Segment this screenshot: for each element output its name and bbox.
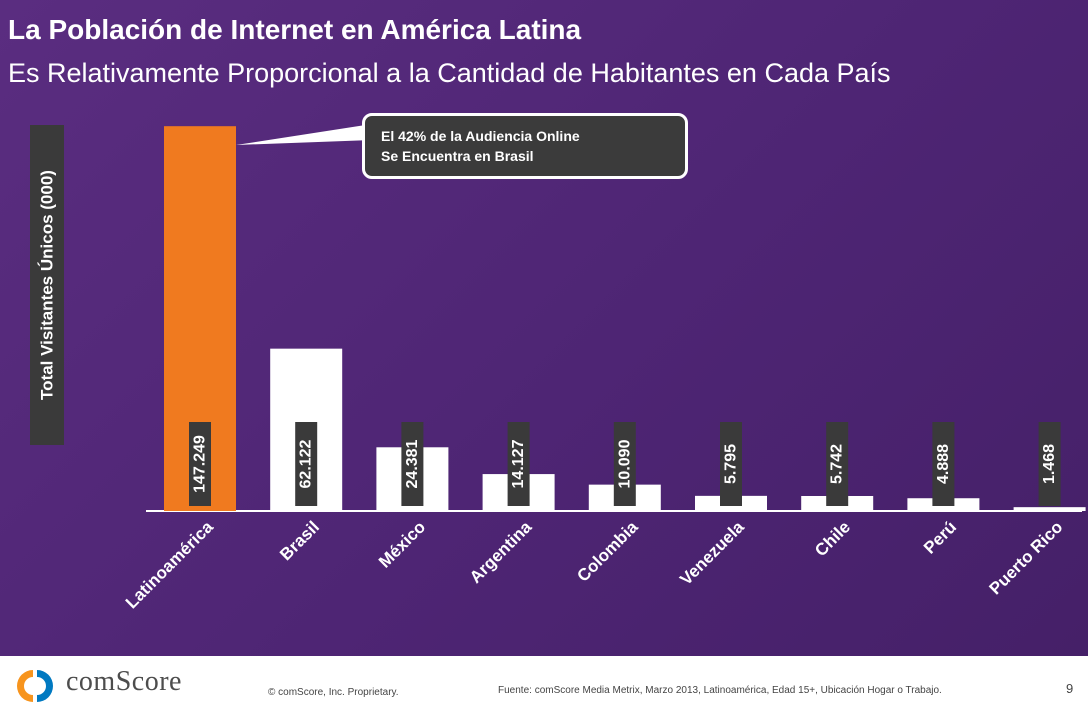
copyright-text: © comScore, Inc. Proprietary. — [268, 687, 399, 698]
data-label-bg-latinoamerica — [189, 422, 211, 506]
data-label-bg-venezuela — [720, 422, 742, 506]
source-note: Fuente: comScore Media Metrix, Marzo 201… — [498, 685, 942, 696]
data-label-mexico: 24.381 — [404, 439, 421, 488]
comscore-logo-icon — [17, 670, 53, 702]
data-label-colombia: 10.090 — [616, 439, 633, 488]
data-label-bg-chile — [826, 422, 849, 506]
data-label-argentina: 14.127 — [510, 439, 527, 488]
category-label-peru: Perú — [920, 517, 960, 557]
category-label-puerto-rico: Puerto Rico — [986, 517, 1067, 598]
data-label-venezuela: 5.795 — [723, 444, 740, 484]
data-label-puerto-rico: 1.468 — [1041, 444, 1058, 484]
callout-line-2: Se Encuentra en Brasil — [381, 148, 534, 164]
bar-puerto-rico — [1013, 507, 1086, 511]
data-label-brasil: 62.122 — [298, 439, 315, 488]
data-label-bg-mexico — [401, 422, 424, 506]
category-label-chile: Chile — [811, 517, 854, 560]
callout-box: El 42% de la Audiencia Online Se Encuent… — [362, 113, 688, 179]
category-label-colombia: Colombia — [573, 517, 642, 586]
logo-text: comScore — [66, 666, 182, 697]
slide: La Población de Internet en América Lati… — [0, 0, 1088, 656]
data-label-peru: 4.888 — [935, 444, 952, 484]
slide-title: La Población de Internet en América Lati… — [8, 14, 582, 45]
category-label-latinoamerica: Latinoamérica — [122, 517, 217, 612]
data-label-bg-colombia — [613, 422, 636, 506]
category-label-mexico: México — [375, 517, 429, 571]
data-label-bg-peru — [932, 422, 955, 506]
category-label-argentina: Argentina — [466, 517, 536, 587]
data-label-latinoamerica: 147.249 — [192, 435, 209, 493]
y-axis-label-bg — [30, 125, 64, 445]
data-label-bg-argentina — [507, 422, 530, 506]
data-label-chile: 5.742 — [829, 444, 846, 484]
bar-chart: Total Visitantes Únicos (000) 147.249 Lat… — [30, 124, 1086, 612]
y-axis-label-group: Total Visitantes Únicos (000) — [30, 125, 64, 445]
data-label-bg-puerto-rico — [1038, 422, 1061, 506]
data-label-bg-brasil — [295, 422, 318, 506]
y-axis-label: Total Visitantes Únicos (000) — [38, 170, 57, 400]
page-number: 9 — [1066, 681, 1074, 696]
slide-subtitle: Es Relativamente Proporcional a la Canti… — [8, 58, 891, 88]
category-label-venezuela: Venezuela — [676, 517, 748, 589]
footer: comScore © comScore, Inc. Proprietary. F… — [0, 656, 1088, 708]
callout-pointer — [236, 124, 372, 145]
category-label-brasil: Brasil — [276, 517, 323, 564]
bars-layer: 147.249 Latinoamérica 62.122 Brasil 24.381 Mé… — [122, 126, 1086, 612]
callout-line-1: El 42% de la Audiencia Online — [381, 128, 580, 144]
